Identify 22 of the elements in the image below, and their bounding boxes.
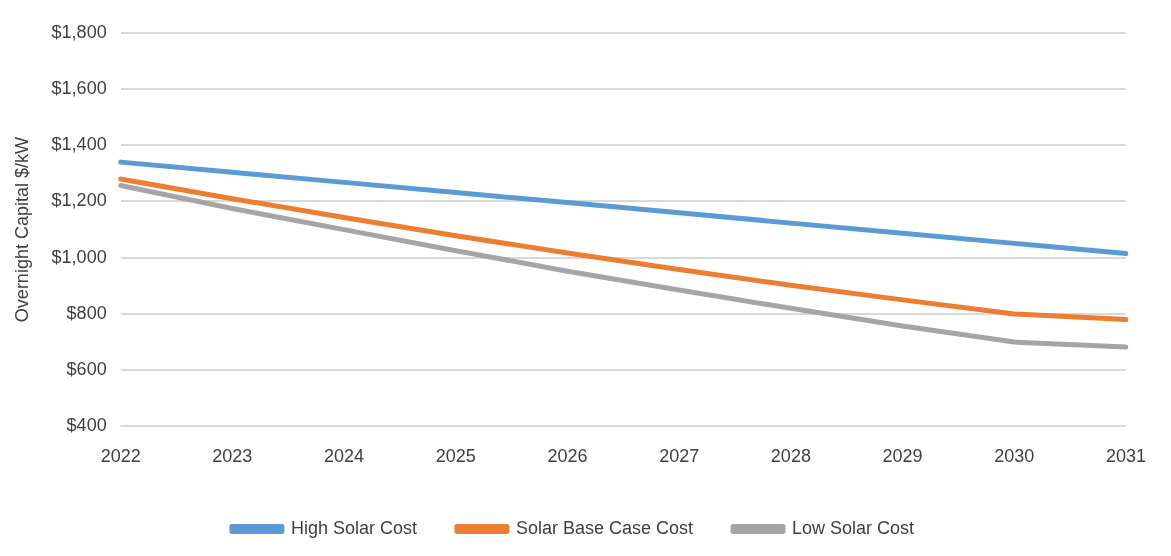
y-tick-label: $400 [66,415,107,436]
y-tick-label: $1,600 [51,78,107,98]
y-tick-label: $1,800 [51,21,107,42]
x-tick-label: 2026 [547,446,588,467]
x-tick-label: 2031 [1105,446,1146,467]
y-tick-label: $1,200 [51,190,107,211]
x-tick-label: 2023 [212,446,253,467]
x-tick-label: 2024 [324,446,365,467]
y-axis-title: Overnight Capital $/kW [11,137,32,323]
x-tick-label: 2030 [994,446,1035,467]
legend-label: High Solar Cost [290,517,417,538]
x-tick-label: 2029 [882,446,923,467]
y-tick-label: $600 [66,359,107,380]
y-tick-label: $1,000 [51,246,107,267]
x-tick-label: 2028 [770,446,811,467]
x-tick-label: 2025 [435,446,476,467]
legend-label: Solar Base Case Cost [515,517,694,538]
y-tick-label: $1,400 [51,134,107,155]
legend-label: Low Solar Cost [792,517,915,538]
y-tick-label: $800 [66,302,107,323]
x-tick-label: 2022 [100,446,141,467]
x-tick-label: 2027 [659,446,700,467]
